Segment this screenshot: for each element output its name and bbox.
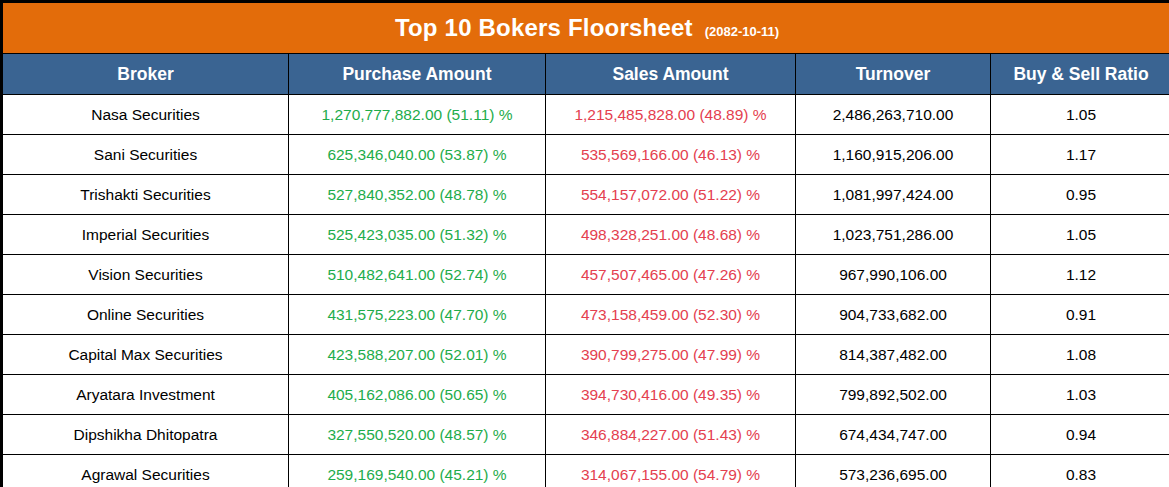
cell-turnover: 967,990,106.00 bbox=[796, 255, 991, 295]
cell-buy-sell-ratio: 0.91 bbox=[991, 295, 1169, 335]
cell-broker: Agrawal Securities bbox=[3, 455, 289, 487]
cell-sales-amount: 535,569,166.00 (46.13) % bbox=[546, 135, 796, 175]
cell-broker: Vision Securities bbox=[3, 255, 289, 295]
cell-purchase-amount: 510,482,641.00 (52.74) % bbox=[289, 255, 546, 295]
cell-sales-amount: 457,507,465.00 (47.26) % bbox=[546, 255, 796, 295]
cell-broker: Dipshikha Dhitopatra bbox=[3, 415, 289, 455]
cell-turnover: 904,733,682.00 bbox=[796, 295, 991, 335]
cell-broker: Nasa Securities bbox=[3, 95, 289, 135]
cell-sales-amount: 1,215,485,828.00 (48.89) % bbox=[546, 95, 796, 135]
cell-purchase-amount: 527,840,352.00 (48.78) % bbox=[289, 175, 546, 215]
floorsheet-table: Top 10 Bokers Floorsheet (2082-10-11) Bro… bbox=[2, 2, 1169, 487]
col-header-broker: Broker bbox=[3, 54, 289, 95]
table-row: Imperial Securities 525,423,035.00 (51.3… bbox=[3, 215, 1169, 255]
cell-turnover: 2,486,263,710.00 bbox=[796, 95, 991, 135]
col-header-buy-sell-ratio: Buy & Sell Ratio bbox=[991, 54, 1169, 95]
table-row: Sani Securities 625,346,040.00 (53.87) %… bbox=[3, 135, 1169, 175]
page-title: Top 10 Bokers Floorsheet bbox=[395, 14, 693, 41]
col-header-purchase-amount: Purchase Amount bbox=[289, 54, 546, 95]
cell-purchase-amount: 327,550,520.00 (48.57) % bbox=[289, 415, 546, 455]
cell-purchase-amount: 431,575,223.00 (47.70) % bbox=[289, 295, 546, 335]
cell-broker: Sani Securities bbox=[3, 135, 289, 175]
cell-broker: Capital Max Securities bbox=[3, 335, 289, 375]
table-row: Capital Max Securities 423,588,207.00 (5… bbox=[3, 335, 1169, 375]
cell-buy-sell-ratio: 0.95 bbox=[991, 175, 1169, 215]
cell-broker: Online Securities bbox=[3, 295, 289, 335]
cell-broker: Trishakti Securities bbox=[3, 175, 289, 215]
cell-purchase-amount: 1,270,777,882.00 (51.11) % bbox=[289, 95, 546, 135]
cell-sales-amount: 314,067,155.00 (54.79) % bbox=[546, 455, 796, 487]
title-cell: Top 10 Bokers Floorsheet (2082-10-11) bbox=[3, 3, 1169, 54]
cell-buy-sell-ratio: 1.08 bbox=[991, 335, 1169, 375]
cell-broker: Aryatara Investment bbox=[3, 375, 289, 415]
cell-buy-sell-ratio: 0.83 bbox=[991, 455, 1169, 487]
cell-sales-amount: 473,158,459.00 (52.30) % bbox=[546, 295, 796, 335]
cell-purchase-amount: 423,588,207.00 (52.01) % bbox=[289, 335, 546, 375]
col-header-turnover: Turnover bbox=[796, 54, 991, 95]
cell-buy-sell-ratio: 1.12 bbox=[991, 255, 1169, 295]
cell-buy-sell-ratio: 1.05 bbox=[991, 215, 1169, 255]
cell-buy-sell-ratio: 0.94 bbox=[991, 415, 1169, 455]
table-row: Nasa Securities 1,270,777,882.00 (51.11)… bbox=[3, 95, 1169, 135]
table-row: Online Securities 431,575,223.00 (47.70)… bbox=[3, 295, 1169, 335]
title-date: (2082-10-11) bbox=[705, 24, 779, 39]
title-bar: Top 10 Bokers Floorsheet (2082-10-11) bbox=[3, 3, 1169, 54]
cell-turnover: 799,892,502.00 bbox=[796, 375, 991, 415]
cell-turnover: 814,387,482.00 bbox=[796, 335, 991, 375]
column-header-row: Broker Purchase Amount Sales Amount Turn… bbox=[3, 54, 1169, 95]
cell-purchase-amount: 259,169,540.00 (45.21) % bbox=[289, 455, 546, 487]
table-body: Nasa Securities 1,270,777,882.00 (51.11)… bbox=[3, 95, 1169, 487]
floorsheet-sheet: Top 10 Bokers Floorsheet (2082-10-11) Bro… bbox=[0, 0, 1169, 487]
cell-buy-sell-ratio: 1.05 bbox=[991, 95, 1169, 135]
cell-purchase-amount: 405,162,086.00 (50.65) % bbox=[289, 375, 546, 415]
table-row: Trishakti Securities 527,840,352.00 (48.… bbox=[3, 175, 1169, 215]
cell-turnover: 1,160,915,206.00 bbox=[796, 135, 991, 175]
table-row: Vision Securities 510,482,641.00 (52.74)… bbox=[3, 255, 1169, 295]
table-row: Agrawal Securities 259,169,540.00 (45.21… bbox=[3, 455, 1169, 487]
cell-turnover: 1,081,997,424.00 bbox=[796, 175, 991, 215]
table-row: Aryatara Investment 405,162,086.00 (50.6… bbox=[3, 375, 1169, 415]
cell-purchase-amount: 625,346,040.00 (53.87) % bbox=[289, 135, 546, 175]
cell-turnover: 674,434,747.00 bbox=[796, 415, 991, 455]
cell-broker: Imperial Securities bbox=[3, 215, 289, 255]
cell-buy-sell-ratio: 1.17 bbox=[991, 135, 1169, 175]
cell-turnover: 573,236,695.00 bbox=[796, 455, 991, 487]
cell-sales-amount: 394,730,416.00 (49.35) % bbox=[546, 375, 796, 415]
cell-sales-amount: 554,157,072.00 (51.22) % bbox=[546, 175, 796, 215]
cell-turnover: 1,023,751,286.00 bbox=[796, 215, 991, 255]
cell-buy-sell-ratio: 1.03 bbox=[991, 375, 1169, 415]
cell-purchase-amount: 525,423,035.00 (51.32) % bbox=[289, 215, 546, 255]
cell-sales-amount: 498,328,251.00 (48.68) % bbox=[546, 215, 796, 255]
table-row: Dipshikha Dhitopatra 327,550,520.00 (48.… bbox=[3, 415, 1169, 455]
cell-sales-amount: 346,884,227.00 (51.43) % bbox=[546, 415, 796, 455]
col-header-sales-amount: Sales Amount bbox=[546, 54, 796, 95]
cell-sales-amount: 390,799,275.00 (47.99) % bbox=[546, 335, 796, 375]
